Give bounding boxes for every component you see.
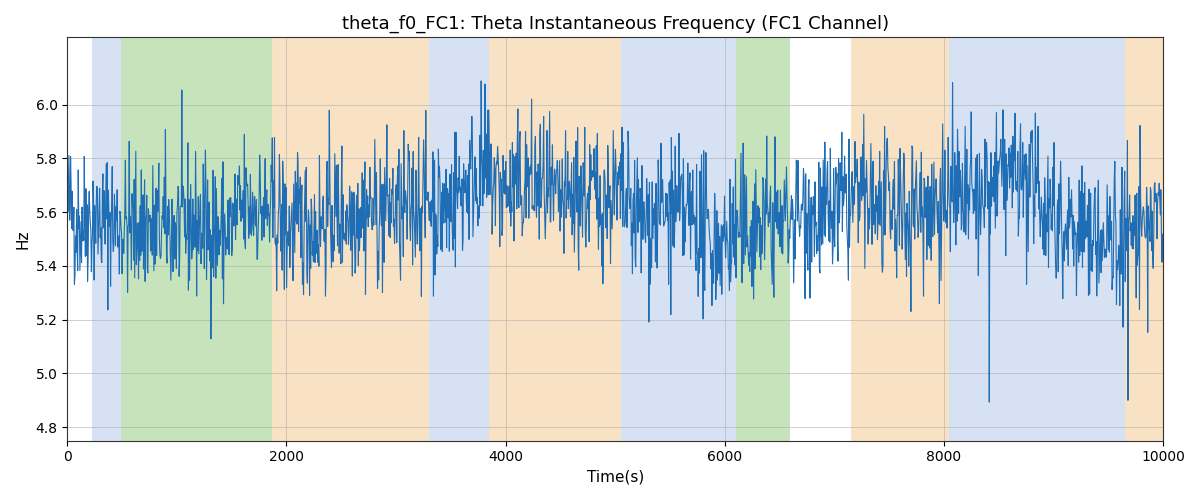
Bar — [736, 38, 791, 440]
Bar — [851, 38, 949, 440]
Bar — [1124, 38, 1163, 440]
Bar — [620, 38, 736, 440]
Title: theta_f0_FC1: Theta Instantaneous Frequency (FC1 Channel): theta_f0_FC1: Theta Instantaneous Freque… — [342, 15, 889, 34]
Bar — [272, 38, 428, 440]
Bar — [92, 38, 121, 440]
X-axis label: Time(s): Time(s) — [587, 470, 643, 485]
Bar — [949, 38, 1124, 440]
Bar — [121, 38, 272, 440]
Bar — [490, 38, 620, 440]
Y-axis label: Hz: Hz — [16, 230, 30, 249]
Bar — [428, 38, 490, 440]
